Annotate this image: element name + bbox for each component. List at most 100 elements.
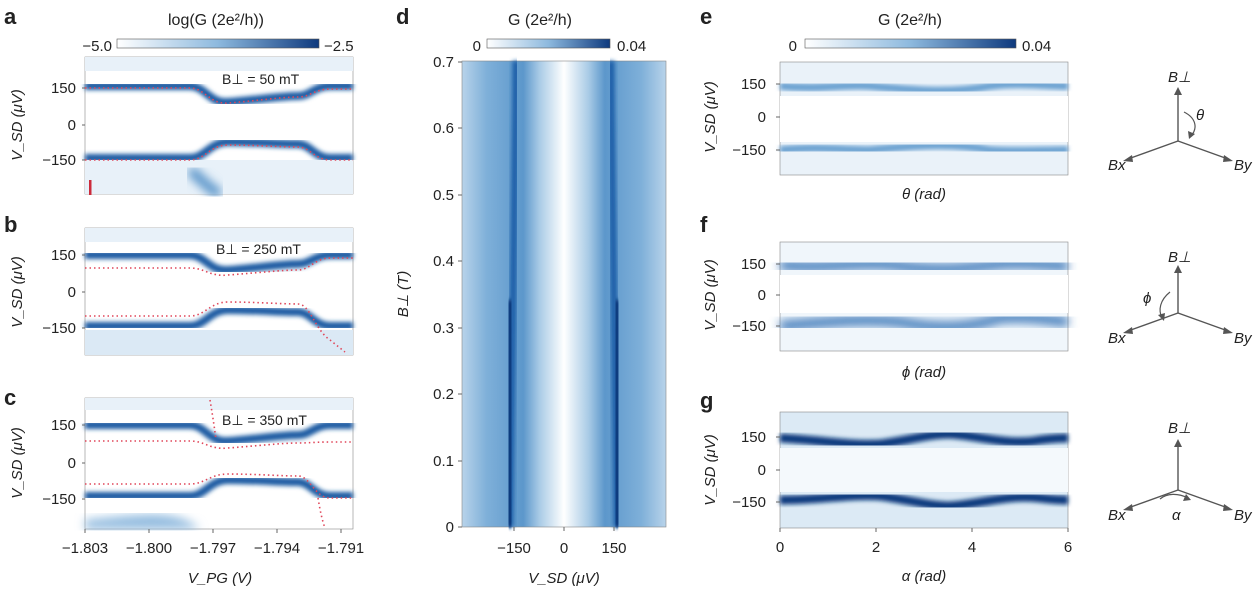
diagram-angle-label-f: ϕ <box>1143 290 1151 307</box>
panel-label-e: e <box>700 4 712 29</box>
yticks-a: 150 0 −150 <box>42 80 85 169</box>
axes-diagram-f <box>1123 265 1233 334</box>
yticks-d: 0 0.1 0.2 0.3 0.4 0.5 0.6 0.7 <box>433 54 462 536</box>
xlabel-f: ϕ (rad) <box>902 364 946 381</box>
ylabel-f: V_SD (μV) <box>702 259 719 331</box>
ylabel-c: V_SD (μV) <box>9 427 26 499</box>
ylabel-d: B⊥ (T) <box>395 271 412 317</box>
xtick-label: −1.800 <box>126 540 172 557</box>
diagram-up-label-g: B⊥ <box>1168 420 1191 437</box>
colorbar-max-a: −2.5 <box>324 38 354 55</box>
colorbar-max-e: 0.04 <box>1022 38 1051 55</box>
ytick-label: 0.6 <box>433 120 454 137</box>
ytick-label: 150 <box>741 429 766 446</box>
xtick-label: 0 <box>776 539 784 556</box>
ytick-label: 0 <box>758 109 766 126</box>
xtick-label: 4 <box>968 539 976 556</box>
colorbar-min-d: 0 <box>473 38 481 55</box>
diagram-angle-label-g: α <box>1172 507 1181 524</box>
colorbar-label-a: log(G (2e²/h)) <box>168 12 264 29</box>
panel-label-d: d <box>396 4 409 29</box>
ytick-label: −150 <box>732 318 766 335</box>
colorbar-a <box>116 38 320 49</box>
ytick-label: 150 <box>51 417 76 434</box>
xticks-c: −1.803 −1.800 −1.797 −1.794 −1.791 <box>62 529 364 557</box>
ytick-label: 150 <box>741 256 766 273</box>
heatmap-a <box>84 56 354 199</box>
xtick-label: −150 <box>497 540 531 557</box>
colorbar-label-d: G (2e²/h) <box>508 12 572 29</box>
ytick-label: 0.4 <box>433 253 454 270</box>
annotation-b: B⊥ = 250 mT <box>216 241 301 257</box>
heatmap-f <box>779 241 1069 352</box>
diagram-up-label-f: B⊥ <box>1168 249 1191 266</box>
colorbar-min-a: −5.0 <box>82 38 112 55</box>
xlabel-d: V_SD (μV) <box>528 570 600 587</box>
colorbar-e <box>804 38 1017 49</box>
annotation-c: B⊥ = 350 mT <box>222 412 307 428</box>
yticks-e: 150 0 −150 <box>732 76 780 159</box>
ytick-label: 0 <box>68 117 76 134</box>
diagram-left-label-e: Bx <box>1108 157 1126 174</box>
ytick-label: 0 <box>758 287 766 304</box>
xticks-g: 0 2 4 6 <box>776 528 1072 556</box>
diagram-left-label-g: Bx <box>1108 507 1126 524</box>
diagram-right-label-e: By <box>1234 157 1253 174</box>
xtick-label: 0 <box>560 540 568 557</box>
xtick-label: 6 <box>1064 539 1072 556</box>
xtick-label: 2 <box>872 539 880 556</box>
ytick-label: 0.3 <box>433 320 454 337</box>
colorbar-min-e: 0 <box>789 38 797 55</box>
ytick-label: 150 <box>51 80 76 97</box>
diagram-up-label-e: B⊥ <box>1168 69 1191 86</box>
ytick-label: 0.5 <box>433 187 454 204</box>
ytick-label: −150 <box>732 494 766 511</box>
yticks-c: 150 0 −150 <box>42 417 85 508</box>
colorbar-label-e: G (2e²/h) <box>878 12 942 29</box>
ytick-label: −150 <box>732 142 766 159</box>
diagram-left-label-f: Bx <box>1108 330 1126 347</box>
ytick-label: 0.2 <box>433 386 454 403</box>
yticks-g: 150 0 −150 <box>732 429 780 511</box>
heatmap-b <box>84 227 354 356</box>
xticks-d: −150 0 150 <box>497 527 627 557</box>
xtick-label: −1.794 <box>254 540 300 557</box>
ylabel-a: V_SD (μV) <box>9 89 26 161</box>
panel-label-g: g <box>700 388 713 413</box>
ytick-label: 0 <box>68 284 76 301</box>
xtick-label: −1.797 <box>190 540 236 557</box>
ylabel-b: V_SD (μV) <box>9 256 26 328</box>
ytick-label: 0.7 <box>433 54 454 71</box>
diagram-angle-label-e: θ <box>1196 107 1204 124</box>
ytick-label: 0.1 <box>433 453 454 470</box>
axes-diagram-g <box>1123 439 1233 511</box>
xlabel-c: V_PG (V) <box>188 570 252 587</box>
panel-label-a: a <box>4 4 17 29</box>
heatmap-d <box>461 60 667 528</box>
heatmap-c <box>84 397 354 530</box>
panel-label-b: b <box>4 212 17 237</box>
ytick-label: 0 <box>758 462 766 479</box>
ylabel-g: V_SD (μV) <box>702 434 719 506</box>
ytick-label: 150 <box>741 76 766 93</box>
colorbar-d <box>486 38 611 49</box>
ytick-label: 0 <box>446 519 454 536</box>
ytick-label: −150 <box>42 320 76 337</box>
xtick-label: −1.791 <box>318 540 364 557</box>
heatmap-e <box>779 61 1069 176</box>
xlabel-e: θ (rad) <box>902 186 946 203</box>
diagram-right-label-g: By <box>1234 507 1253 524</box>
axes-diagram-e <box>1123 87 1233 162</box>
yticks-f: 150 0 −150 <box>732 256 780 335</box>
diagram-right-label-f: By <box>1234 330 1253 347</box>
xtick-label: −1.803 <box>62 540 108 557</box>
xtick-label: 150 <box>601 540 626 557</box>
panel-label-c: c <box>4 385 16 410</box>
ytick-label: 150 <box>51 247 76 264</box>
colorbar-max-d: 0.04 <box>617 38 646 55</box>
panel-label-f: f <box>700 212 708 237</box>
ytick-label: 0 <box>68 455 76 472</box>
annotation-a: B⊥ = 50 mT <box>222 71 300 87</box>
ylabel-e: V_SD (μV) <box>702 81 719 153</box>
